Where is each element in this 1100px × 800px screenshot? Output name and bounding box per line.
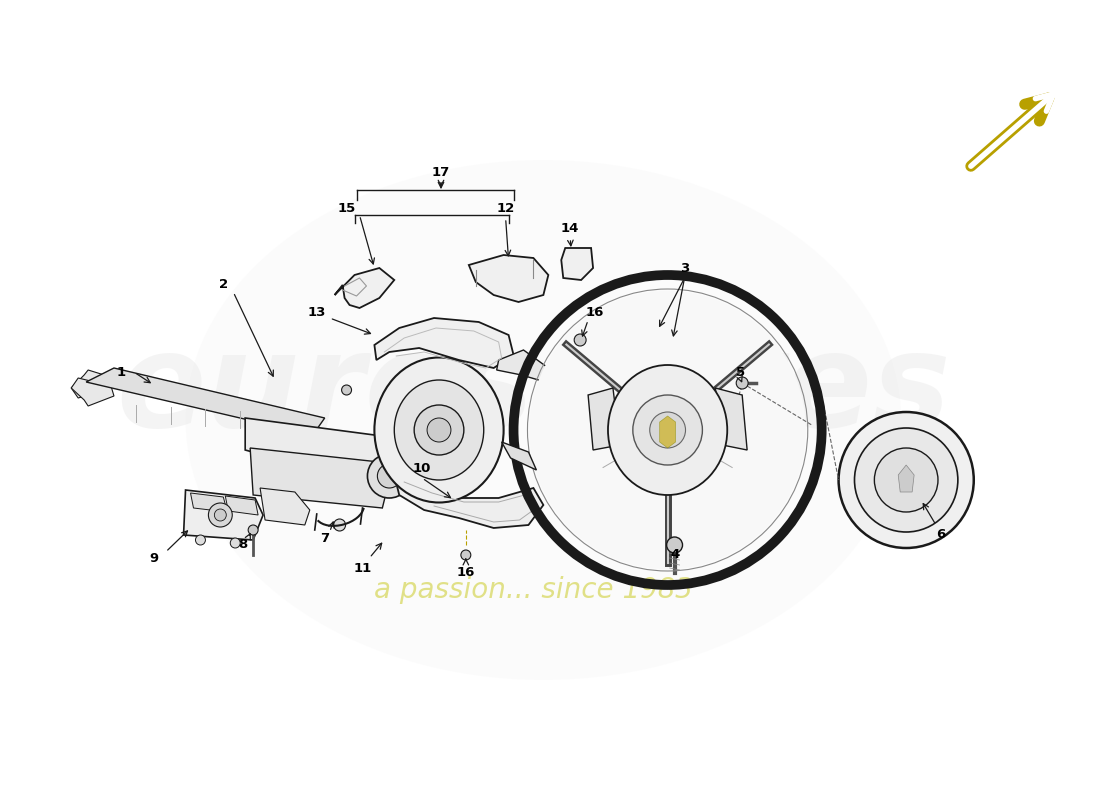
Text: 10: 10 bbox=[412, 462, 431, 474]
Text: 16: 16 bbox=[456, 566, 475, 578]
Text: 7: 7 bbox=[320, 531, 329, 545]
Text: 2: 2 bbox=[219, 278, 228, 291]
Text: 4: 4 bbox=[670, 549, 679, 562]
Circle shape bbox=[214, 509, 227, 521]
Circle shape bbox=[230, 538, 240, 548]
Text: 13: 13 bbox=[308, 306, 326, 318]
Ellipse shape bbox=[186, 160, 901, 680]
Polygon shape bbox=[72, 378, 114, 406]
Circle shape bbox=[377, 464, 402, 488]
Polygon shape bbox=[561, 248, 593, 280]
Circle shape bbox=[667, 537, 682, 553]
Polygon shape bbox=[260, 488, 310, 525]
Ellipse shape bbox=[374, 358, 504, 502]
Polygon shape bbox=[374, 318, 514, 368]
Circle shape bbox=[529, 291, 806, 569]
Circle shape bbox=[196, 535, 206, 545]
Text: 14: 14 bbox=[561, 222, 580, 234]
Circle shape bbox=[342, 385, 352, 395]
Ellipse shape bbox=[394, 380, 484, 480]
Polygon shape bbox=[502, 442, 537, 470]
Text: 12: 12 bbox=[496, 202, 515, 214]
Polygon shape bbox=[660, 416, 675, 448]
Circle shape bbox=[249, 525, 258, 535]
Circle shape bbox=[367, 454, 411, 498]
Polygon shape bbox=[245, 418, 389, 480]
Polygon shape bbox=[899, 465, 914, 492]
Circle shape bbox=[855, 428, 958, 532]
Text: 8: 8 bbox=[239, 538, 248, 551]
Text: 15: 15 bbox=[338, 202, 355, 214]
Text: a passion... since 1983: a passion... since 1983 bbox=[374, 576, 693, 604]
Polygon shape bbox=[334, 268, 394, 308]
Polygon shape bbox=[184, 490, 263, 540]
Ellipse shape bbox=[608, 365, 727, 495]
Polygon shape bbox=[190, 493, 228, 512]
Circle shape bbox=[736, 377, 748, 389]
Text: 9: 9 bbox=[150, 551, 158, 565]
Polygon shape bbox=[250, 448, 389, 508]
Polygon shape bbox=[86, 368, 324, 435]
Text: 6: 6 bbox=[936, 529, 946, 542]
Text: eurospares: eurospares bbox=[117, 326, 950, 454]
Text: 1: 1 bbox=[117, 366, 125, 378]
Text: 5: 5 bbox=[736, 366, 745, 378]
Polygon shape bbox=[588, 388, 620, 450]
Circle shape bbox=[415, 405, 464, 455]
Circle shape bbox=[650, 412, 685, 448]
Circle shape bbox=[874, 448, 938, 512]
Circle shape bbox=[461, 550, 471, 560]
Circle shape bbox=[208, 503, 232, 527]
Polygon shape bbox=[715, 388, 747, 450]
Text: 16: 16 bbox=[586, 306, 604, 318]
Text: 3: 3 bbox=[680, 262, 689, 274]
Polygon shape bbox=[497, 350, 548, 382]
Polygon shape bbox=[226, 496, 258, 515]
Polygon shape bbox=[469, 255, 548, 302]
Circle shape bbox=[632, 395, 703, 465]
Circle shape bbox=[838, 412, 974, 548]
Circle shape bbox=[333, 519, 345, 531]
Text: 17: 17 bbox=[432, 166, 450, 178]
Polygon shape bbox=[72, 370, 114, 398]
Circle shape bbox=[574, 334, 586, 346]
Circle shape bbox=[427, 418, 451, 442]
Polygon shape bbox=[394, 475, 543, 528]
Text: 11: 11 bbox=[353, 562, 372, 574]
